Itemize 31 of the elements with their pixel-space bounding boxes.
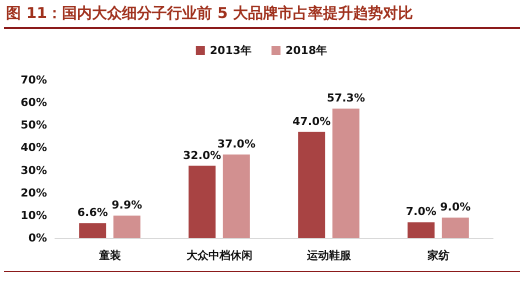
y-tick-label: 30% <box>20 164 47 177</box>
x-tick-label: 运动鞋服 <box>306 249 352 262</box>
y-tick-label: 20% <box>20 186 47 200</box>
data-label: 6.6% <box>77 206 108 220</box>
y-tick-label: 70% <box>20 74 47 86</box>
data-label: 37.0% <box>217 137 256 150</box>
data-label: 57.3% <box>326 92 365 105</box>
data-label: 9.9% <box>112 198 142 212</box>
y-tick-label: 50% <box>20 118 47 132</box>
bar <box>222 154 250 238</box>
bar <box>298 132 326 238</box>
bar <box>408 222 435 238</box>
x-tick-label: 童装 <box>98 249 121 262</box>
x-tick-label: 大众中档休闲 <box>186 249 252 262</box>
chart-title: 图 11：国内大众细分子行业前 5 大品牌市占率提升趋势对比 <box>6 4 413 23</box>
data-label: 7.0% <box>406 205 436 218</box>
y-tick-label: 40% <box>20 141 47 154</box>
bar <box>188 166 216 238</box>
data-label: 9.0% <box>440 200 471 214</box>
y-tick-label: 0% <box>28 232 47 244</box>
x-tick-label: 家纺 <box>426 249 450 262</box>
data-label: 47.0% <box>292 114 331 128</box>
data-label: 32.0% <box>183 148 222 162</box>
bar <box>332 108 360 238</box>
legend-label: 2018年 <box>286 44 328 57</box>
y-tick-label: 60% <box>20 96 47 110</box>
legend-label: 2013年 <box>210 44 252 57</box>
bar <box>79 223 106 238</box>
y-tick-label: 10% <box>20 208 47 222</box>
bar <box>113 216 140 238</box>
bar <box>442 218 469 238</box>
